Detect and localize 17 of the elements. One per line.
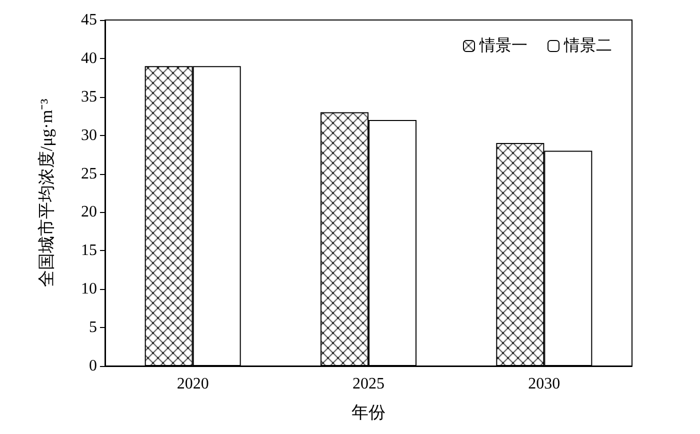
y-tick-label: 35: [81, 88, 97, 106]
y-tick-label: 10: [81, 280, 97, 298]
y-axis-title: 全国城市平均浓度/μg·m⁻³: [37, 98, 56, 288]
y-tick-label: 5: [89, 319, 97, 336]
x-tick-label: 2020: [176, 376, 209, 392]
y-tick-label: 45: [81, 12, 97, 28]
y-tick-label: 40: [81, 50, 97, 67]
x-axis-title: 年份: [352, 403, 386, 422]
y-tick-label: 0: [89, 358, 97, 374]
y-tick-label: 25: [81, 165, 97, 182]
legend-label: 情景二: [563, 36, 612, 54]
x-tick-label: 2030: [528, 376, 560, 392]
legend-label: 情景一: [478, 36, 528, 54]
x-tick-label: 2025: [352, 376, 384, 392]
y-tick-label: 15: [81, 242, 97, 260]
y-tick-label: 30: [81, 126, 97, 144]
y-tick-label: 20: [81, 204, 97, 221]
